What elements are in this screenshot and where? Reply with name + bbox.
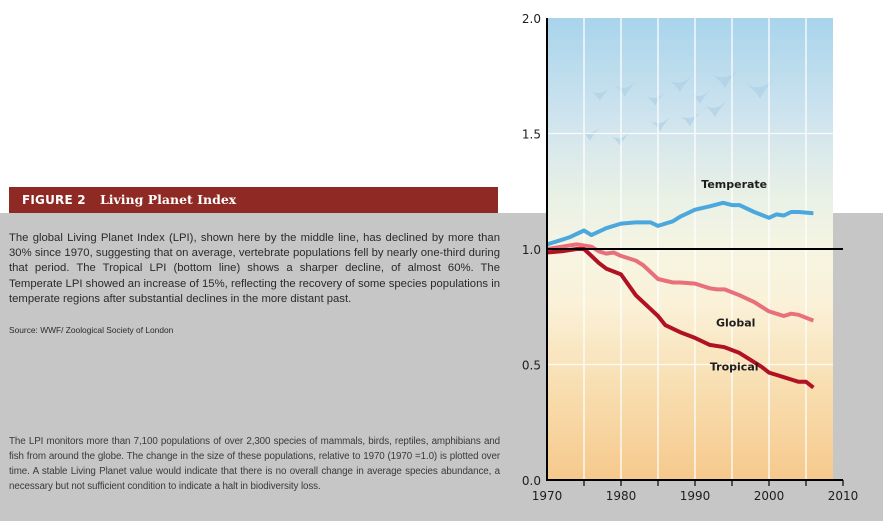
y-tick-label: 1.5 [522,128,541,142]
axis-labels: 0.0 0.5 1.0 1.5 2.0 1970 1980 1990 2000 2010 [522,12,858,503]
series-layer [546,200,815,390]
figure-caption: The global Living Planet Index (LPI), sh… [9,232,500,305]
series-label-temperate: Temperate [701,178,767,191]
y-tick-label: 2.0 [522,12,541,26]
y-tick-label: 1.0 [522,243,541,257]
bird-icon [708,66,742,89]
bird-icon [646,114,674,132]
series-line-temperate [546,200,814,247]
series-label-global: Global [716,316,755,329]
x-tick-label: 1980 [606,489,637,503]
figure-description: The LPI monitors more than 7,100 populat… [9,436,500,492]
bird-icon [588,85,612,101]
x-tick-label: 1990 [680,489,711,503]
y-tick-label: 0.0 [522,474,541,488]
bird-icon [688,88,712,104]
bird-icon [676,109,704,127]
bird-icon [742,75,778,99]
series-line-tropical [546,247,815,390]
bird-icon [611,79,639,97]
figure-source: Source: WWF/ Zoological Society of Londo… [9,325,174,335]
series-label-tropical: Tropical [710,360,759,373]
bird-icon [665,73,695,93]
bird-icon [608,130,632,146]
x-tick-label: 2010 [828,489,859,503]
figure-header: FIGURE 2 Living Planet Index [9,187,498,213]
figure-title: Living Planet Index [100,192,237,207]
series-labels: Temperate Global Tropical [701,178,767,373]
y-tick-label: 0.5 [522,359,541,373]
bird-icon [700,98,730,118]
axes [546,18,844,486]
figure-number: FIGURE 2 [22,193,86,207]
x-tick-label: 1970 [532,489,563,503]
bird-icon [643,90,667,106]
series-line-global [546,242,815,323]
x-tick-label: 2000 [754,489,785,503]
